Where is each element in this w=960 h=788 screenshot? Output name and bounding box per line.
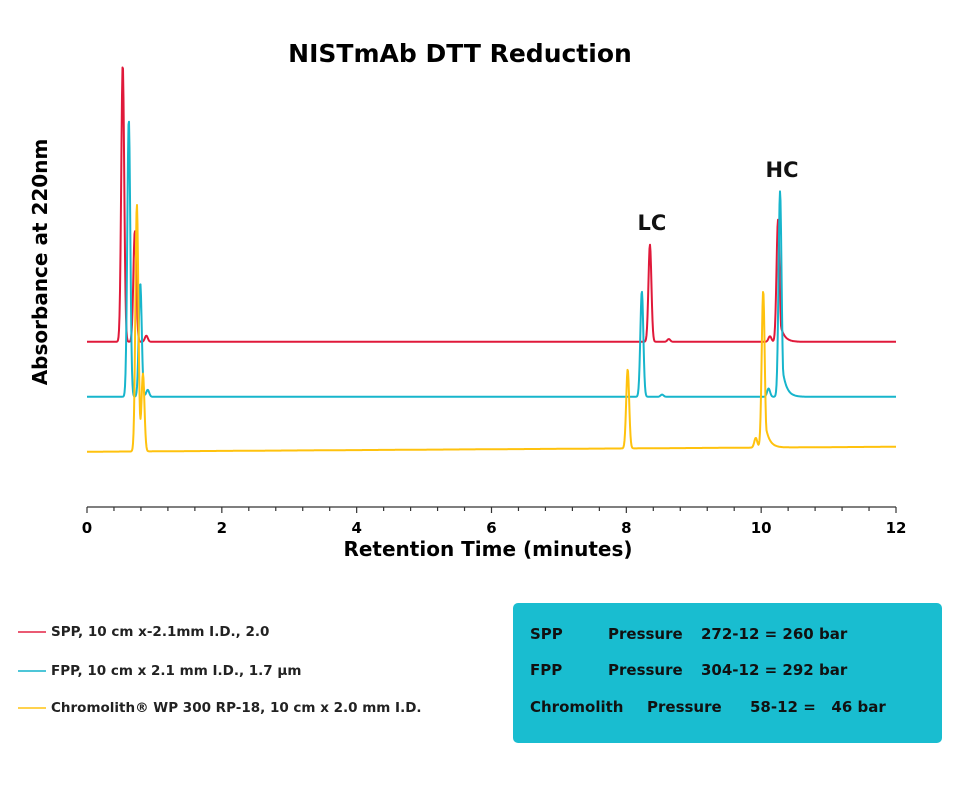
legend-label: FPP, 10 cm x 2.1 mm I.D., 1.7 µm [51,663,301,679]
legend-label: SPP, 10 cm x-2.1mm I.D., 2.0 [51,624,269,640]
info-column: SPP [530,625,563,643]
info-column: Chromolith [530,698,623,716]
x-tick-label: 12 [886,519,907,537]
info-column: FPP [530,661,562,679]
info-value: 304-12 = 292 bar [701,661,847,679]
info-label: Pressure [647,698,722,716]
x-tick-label: 8 [621,519,631,537]
legend-swatch [18,670,46,672]
info-label: Pressure [608,625,683,643]
x-tick-label: 6 [486,519,496,537]
legend-item-spp: SPP, 10 cm x-2.1mm I.D., 2.0 [18,624,269,640]
legend-swatch [18,631,46,633]
info-value: 58-12 = 46 bar [750,698,886,716]
legend-swatch [18,707,46,709]
legend-item-fpp: FPP, 10 cm x 2.1 mm I.D., 1.7 µm [18,663,301,679]
trace-series-0 [87,68,896,342]
info-label: Pressure [608,661,683,679]
info-value: 272-12 = 260 bar [701,625,847,643]
chromatogram-chart: NISTmAb DTT Reduction Absorbance at 220n… [0,0,960,600]
x-tick-label: 4 [351,519,361,537]
x-tick-label: 2 [217,519,227,537]
info-row-chromolith: Chromolith Pressure 58-12 = 46 bar [530,698,551,788]
x-tick-label: 10 [751,519,772,537]
annotation-lc: LC [638,211,667,235]
pressure-info-box: SPP Pressure 272-12 = 260 bar FPP Pressu… [513,603,942,743]
legend-label: Chromolith® WP 300 RP-18, 10 cm x 2.0 mm… [51,700,422,716]
x-axis-label: Retention Time (minutes) [343,537,632,561]
y-axis-label: Absorbance at 220nm [28,139,52,386]
chart-title: NISTmAb DTT Reduction [288,39,632,68]
annotation-hc: HC [766,158,799,182]
x-tick-label: 0 [82,519,92,537]
legend-item-chromolith: Chromolith® WP 300 RP-18, 10 cm x 2.0 mm… [18,700,422,716]
